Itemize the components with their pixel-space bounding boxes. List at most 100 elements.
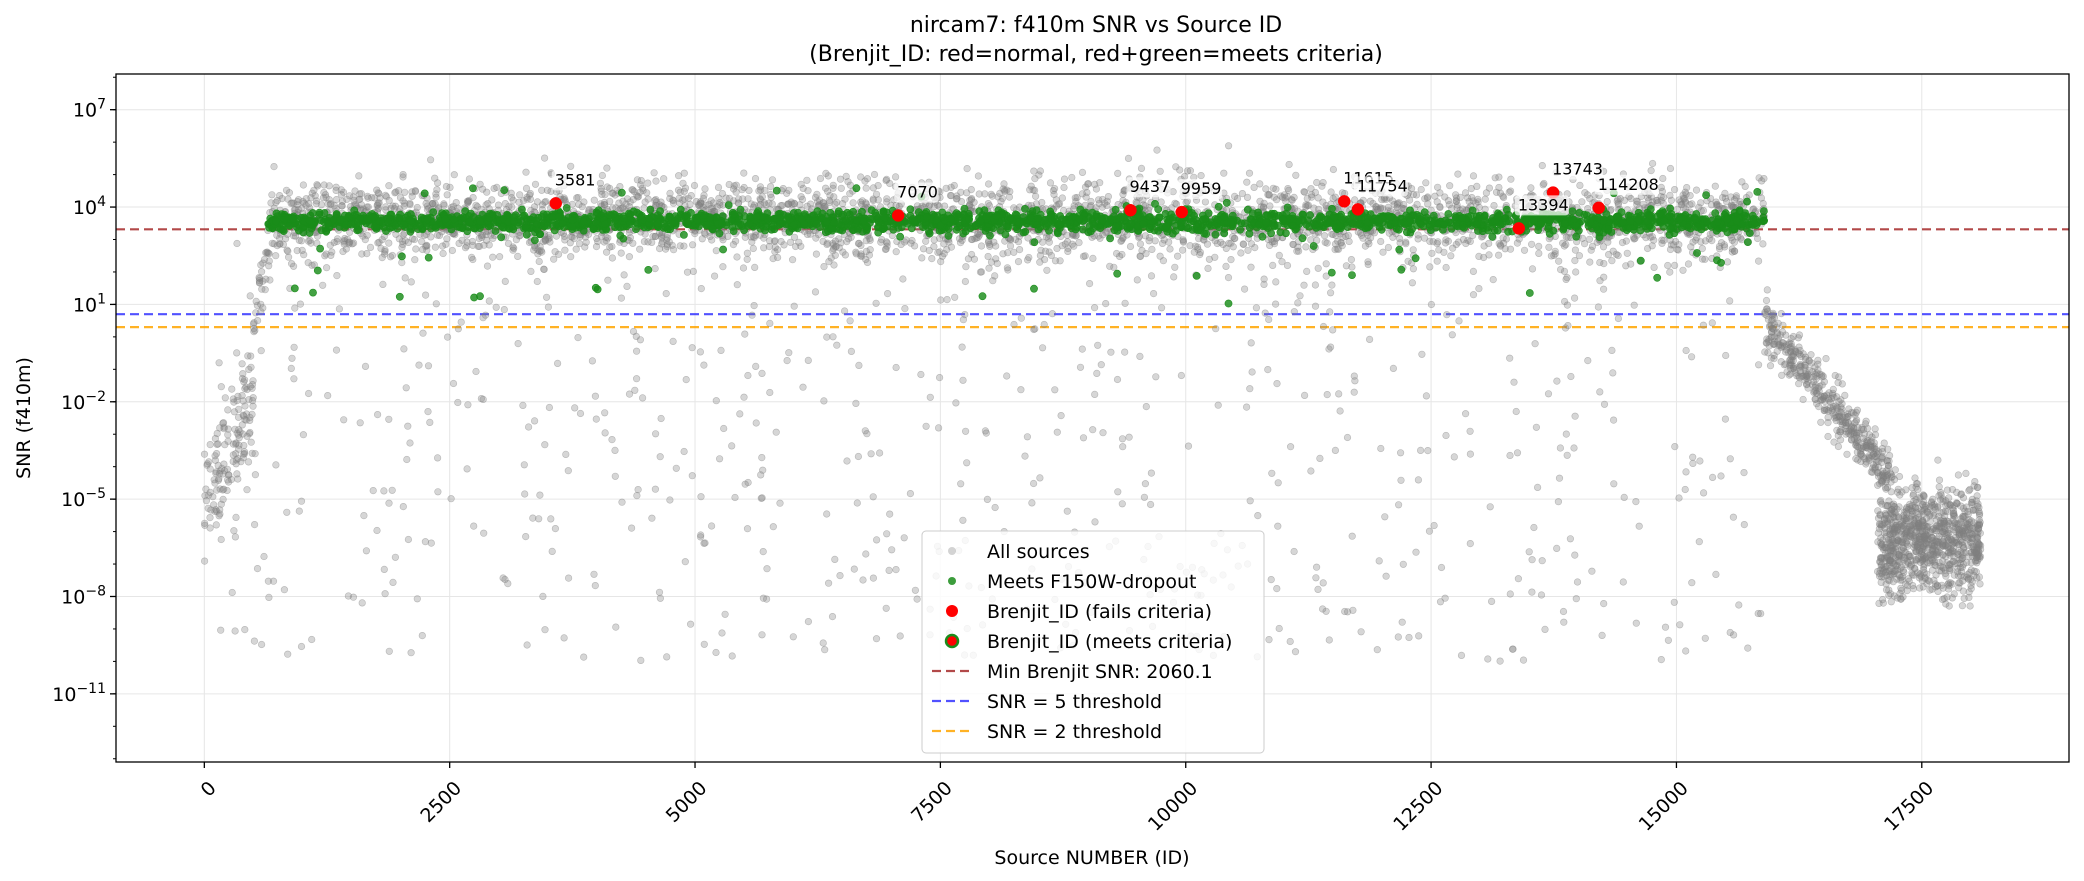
data-point	[750, 201, 759, 209]
data-point	[696, 200, 704, 208]
data-point	[1335, 390, 1343, 398]
data-point	[938, 252, 947, 260]
data-point	[290, 199, 298, 207]
data-point	[242, 383, 250, 391]
data-point	[930, 236, 938, 244]
data-point	[803, 230, 812, 238]
data-point	[1563, 274, 1571, 282]
data-point	[797, 180, 805, 188]
data-point	[1446, 182, 1454, 190]
data-point	[1506, 245, 1515, 253]
data-point	[427, 539, 435, 547]
data-point	[472, 201, 480, 209]
data-point	[482, 201, 490, 209]
data-point	[1871, 453, 1879, 461]
data-point	[1837, 408, 1845, 416]
data-point	[836, 175, 845, 183]
data-point	[440, 201, 448, 209]
data-point	[213, 440, 221, 449]
data-point	[1136, 240, 1144, 248]
data-point	[674, 172, 683, 180]
data-point	[1345, 237, 1353, 246]
data-point	[268, 191, 276, 199]
data-point	[690, 181, 699, 190]
data-point	[636, 245, 644, 253]
data-point	[1050, 185, 1059, 193]
data-point	[841, 195, 849, 203]
data-point	[1614, 195, 1622, 203]
data-point	[1141, 232, 1149, 240]
data-point	[1440, 248, 1448, 256]
data-point	[1795, 380, 1803, 388]
data-point	[220, 425, 228, 433]
data-point	[1799, 395, 1807, 404]
data-point	[206, 513, 214, 522]
data-point	[1094, 232, 1103, 240]
data-point	[1434, 238, 1442, 246]
data-point	[240, 441, 248, 450]
data-point	[1193, 243, 1202, 251]
data-point	[722, 194, 730, 202]
data-point	[426, 418, 434, 427]
data-point	[544, 303, 553, 311]
data-point	[728, 652, 736, 660]
data-point	[247, 363, 255, 371]
data-point	[1264, 366, 1272, 374]
data-point	[1717, 472, 1725, 480]
data-point	[258, 285, 266, 293]
data-point	[1441, 239, 1450, 247]
data-point	[200, 450, 209, 458]
data-point	[1312, 574, 1320, 582]
data-point	[377, 244, 385, 253]
data-point	[1399, 560, 1407, 568]
data-point	[1976, 580, 1984, 588]
data-point	[1365, 240, 1373, 248]
data-point	[257, 347, 265, 355]
data-point	[928, 255, 936, 263]
data-point	[632, 332, 640, 341]
data-point	[1394, 501, 1403, 509]
data-point	[1436, 203, 1444, 211]
data-point	[1712, 570, 1720, 579]
data-point	[837, 239, 845, 247]
data-point	[922, 237, 930, 245]
data-point	[554, 250, 563, 258]
data-point	[320, 181, 328, 189]
data-point	[917, 370, 925, 379]
data-point	[651, 265, 659, 273]
data-point	[1727, 193, 1735, 201]
data-point	[650, 169, 658, 177]
data-point	[689, 267, 698, 276]
data-point	[399, 171, 407, 179]
data-point	[251, 471, 259, 479]
data-point	[551, 524, 560, 533]
data-point	[575, 240, 584, 248]
data-point	[1389, 233, 1397, 241]
data-point	[351, 187, 359, 195]
data-point	[562, 450, 570, 459]
data-point	[1815, 387, 1823, 395]
data-point	[697, 285, 705, 293]
data-point	[1527, 240, 1536, 248]
data-point	[609, 204, 617, 212]
data-point	[651, 430, 660, 438]
data-point	[1689, 459, 1697, 468]
data-point	[615, 199, 623, 207]
data-point	[1063, 507, 1071, 515]
data-point	[237, 458, 245, 466]
data-point	[658, 234, 666, 242]
data-point	[655, 588, 664, 596]
data-point	[766, 183, 775, 191]
data-point	[1648, 233, 1656, 241]
data-point	[858, 197, 867, 205]
data-point	[327, 251, 335, 259]
data-point	[861, 427, 869, 435]
data-point	[442, 182, 451, 191]
data-point	[230, 408, 238, 416]
data-point	[235, 426, 243, 434]
data-point	[429, 200, 437, 208]
data-point	[681, 195, 689, 203]
data-point	[1081, 252, 1089, 260]
data-point	[337, 191, 346, 199]
data-point	[501, 200, 509, 208]
